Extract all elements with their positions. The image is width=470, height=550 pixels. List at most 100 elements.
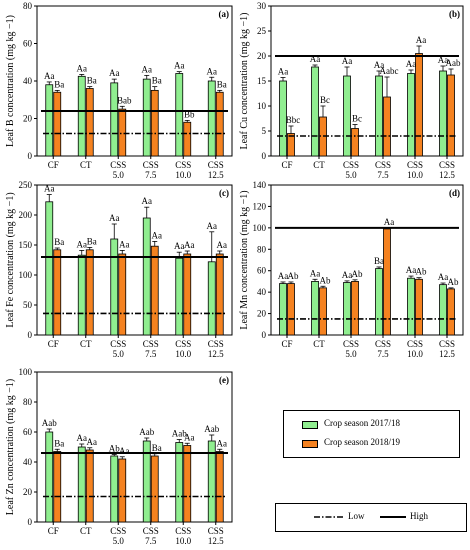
chart-4-xtick-label: CSS <box>375 339 391 349</box>
chart-2-ytick-label: 15 <box>257 76 267 86</box>
chart-1-data-label-s1: Aa <box>109 68 120 78</box>
chart-2-panel-label: (b) <box>449 9 460 19</box>
chart-2-xtick-label: CSS <box>439 160 455 170</box>
chart-4-data-label-s1: Ba <box>374 256 384 266</box>
chart-1-data-label-s2: Bab <box>117 95 132 105</box>
chart-2-bar-s2 <box>287 133 295 157</box>
chart-3-xtick-label: 7.5 <box>145 349 157 359</box>
chart-3-xtick-label: CSS <box>110 339 126 349</box>
chart-4-ylabel: Leaf Mn concentration (mg kg −1) <box>239 190 250 329</box>
chart-3-ytick-label: 0 <box>28 330 33 340</box>
chart-3-ytick-label: 100 <box>19 270 33 280</box>
chart-5-data-label-s1: Aa <box>77 433 88 443</box>
chart-5-data-label-s2: Aa <box>217 438 228 448</box>
chart-4-bar-s1 <box>407 277 415 336</box>
chart-4-bar-s1 <box>311 281 319 336</box>
chart-3-ytick-label: 150 <box>19 240 33 250</box>
chart-4-data-label-s2: Ab <box>352 269 363 279</box>
chart-2-ytick-label: 0 <box>262 151 267 161</box>
chart-5-ytick-label: 80 <box>23 397 33 407</box>
chart-3-data-label-s1: Aa <box>77 239 88 249</box>
chart-1-xtick-label: CSS <box>175 160 191 170</box>
chart-3-xtick-label: CT <box>80 339 92 349</box>
series-legend: Crop season 2017/18 Crop season 2018/19 <box>283 410 460 458</box>
chart-4-ytick-label: 40 <box>257 287 267 297</box>
chart-2-data-label-s2: Aabc <box>380 66 399 76</box>
chart-5-bar-s2 <box>118 458 127 523</box>
chart-5-bar-s1 <box>77 446 86 523</box>
chart-2-bar-s2 <box>383 96 391 157</box>
chart-3-bar-s2 <box>53 249 62 336</box>
chart-3-bar-s1 <box>77 254 86 336</box>
chart-1-ytick-label: 0 <box>28 151 33 161</box>
chart-2-xtick-label: 10.0 <box>407 170 423 180</box>
chart-5-data-label-s1: Aab <box>42 418 57 428</box>
chart-2-xtick-label: 5.0 <box>345 170 357 180</box>
chart-4-bar-s2 <box>319 287 327 336</box>
chart-3-data-label-s2: Aa <box>184 240 195 250</box>
chart-5-ytick-label: 100 <box>19 367 33 377</box>
chart-4-bar-s2 <box>287 283 295 336</box>
chart-5-data-label-s2: Aa <box>119 446 130 456</box>
chart-2-xtick-label: CSS <box>375 160 391 170</box>
chart-3-data-label-s2: Ba <box>54 237 64 247</box>
chart-2-data-label-s2: Bbc <box>286 115 301 125</box>
chart-4-data-label-s2: Ab <box>288 271 299 281</box>
chart-5-xtick-label: 7.5 <box>145 536 157 546</box>
chart-3-bar-s2 <box>85 249 94 336</box>
chart-5-plot-frame <box>36 371 233 523</box>
legend-label-high: High <box>410 511 428 521</box>
chart-3-xtick-label: 10.0 <box>175 349 191 359</box>
chart-2-ytick-label: 10 <box>257 101 267 111</box>
chart-1-bar-s1 <box>175 73 184 157</box>
chart-1-bar-s2 <box>183 121 192 157</box>
chart-1-ytick-label: 60 <box>23 39 33 49</box>
chart-4-data-label-s2: Ab <box>416 267 427 277</box>
chart-4-bar-s2 <box>415 278 423 336</box>
chart-5-data-label-s1: Aab <box>139 427 154 437</box>
chart-2-xtick-label: 12.5 <box>439 170 455 180</box>
chart-1-xtick-label: CSS <box>208 160 224 170</box>
chart-5-data-label-s2: Aa <box>87 437 98 447</box>
legend-label-low: Low <box>348 511 365 521</box>
chart-2-bar-s1 <box>343 75 351 157</box>
chart-4-bar-s1 <box>279 283 287 336</box>
chart-5-ylabel: Leaf Zn concentration (mg kg −1) <box>5 379 16 515</box>
chart-5-xtick-label: CSS <box>175 526 191 536</box>
chart-4-ytick-label: 80 <box>257 244 267 254</box>
chart-5-data-label-s1: Aab <box>172 429 187 439</box>
chart-4-xtick-label: CSS <box>439 339 455 349</box>
chart-3-xtick-label: 12.5 <box>208 349 224 359</box>
chart-3-xtick-label: CF <box>48 339 59 349</box>
lines-legend: Low High <box>275 503 467 532</box>
chart-5-xtick-label: CSS <box>110 526 126 536</box>
chart-2-data-label-s1: Aa <box>342 56 353 66</box>
chart-2-xtick-label: 7.5 <box>377 170 389 180</box>
chart-2-data-label-s1: Aa <box>374 60 385 70</box>
chart-2-data-label-s1: Aa <box>278 67 289 77</box>
chart-3-data-label-s1: Aa <box>109 213 120 223</box>
chart-4-xtick-label: 10.0 <box>407 349 423 359</box>
chart-5-ytick-label: 60 <box>23 427 33 437</box>
chart-3-bar-s1 <box>110 238 119 336</box>
chart-2-data-label-s1: Aa <box>310 54 321 64</box>
chart-2-data-label-s2: Bc <box>352 114 362 124</box>
chart-2-bar-s1 <box>439 70 447 157</box>
chart-4-xtick-label: 7.5 <box>377 349 389 359</box>
chart-1-ytick-label: 40 <box>23 76 33 86</box>
chart-2-bar-s1 <box>407 73 415 157</box>
chart-5-data-label-s2: Ba <box>54 438 64 448</box>
chart-2-data-label-s2: Bc <box>320 95 330 105</box>
chart-3-ytick-label: 250 <box>19 180 33 190</box>
chart-5-bar-s2 <box>53 451 62 523</box>
chart-2-plot-frame <box>270 5 464 157</box>
legend-high-line-sample <box>380 516 406 518</box>
legend-label-season-1: Crop season 2017/18 <box>324 418 400 428</box>
chart-4-data-label-s1: Aa <box>342 270 353 280</box>
chart-3-data-label-s2: Aa <box>217 240 228 250</box>
chart-3-data-label-s2: Ba <box>87 236 97 246</box>
chart-4-bar-s2 <box>447 288 455 336</box>
chart-1-bar-s2 <box>215 91 224 157</box>
chart-1-bar-s1 <box>45 84 54 157</box>
